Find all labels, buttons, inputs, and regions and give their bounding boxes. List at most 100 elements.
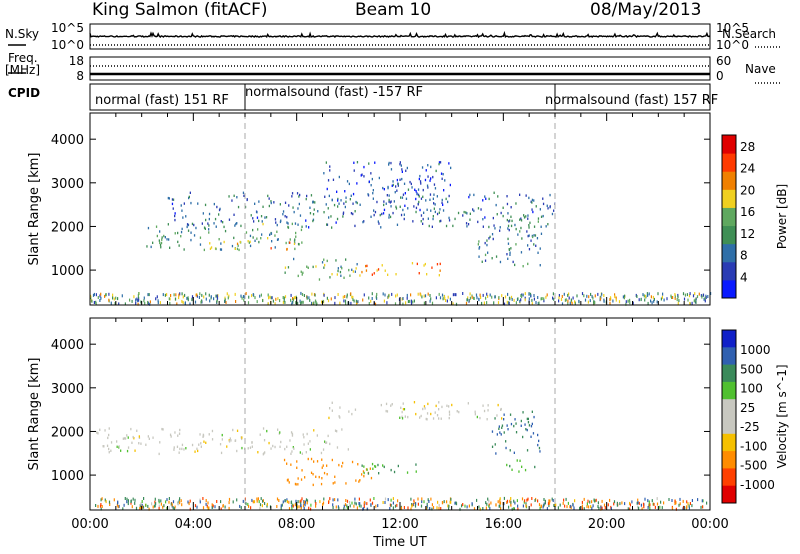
velocity-cell [497, 500, 499, 504]
power-cell [373, 209, 375, 212]
power-cell [426, 184, 429, 187]
power-cell [540, 215, 543, 218]
power-cell [567, 293, 569, 297]
power-cell [284, 271, 286, 274]
power-cell [447, 295, 449, 299]
velocity-cell [222, 504, 224, 508]
velocity-cell [280, 440, 282, 444]
power-cell [276, 223, 278, 227]
velocity-cell [496, 433, 498, 436]
velocity-cell [440, 417, 442, 420]
power-cell [551, 212, 554, 216]
velocity-cell [525, 502, 527, 506]
power-cell [355, 299, 357, 303]
power-cell [467, 296, 469, 300]
velocity-cell [369, 467, 371, 470]
power-cell [427, 186, 429, 189]
power-cell [672, 296, 674, 299]
velocity-cell [656, 497, 658, 501]
power-cell [373, 272, 375, 275]
velocity-cell [521, 497, 524, 501]
power-cell [294, 296, 296, 300]
velocity-cell [491, 430, 494, 433]
power-cell [553, 297, 555, 301]
velocity-cell [517, 504, 519, 508]
power-cell [638, 298, 640, 302]
velocity-cell [126, 434, 128, 437]
power-cell [561, 295, 563, 298]
velocity-cell [228, 497, 231, 501]
power-cell [653, 299, 655, 303]
velocity-cell [194, 504, 197, 508]
power-cell [389, 215, 392, 219]
velocity-cell [334, 429, 337, 432]
power-cell [188, 196, 190, 200]
power-cell [344, 205, 346, 209]
power-cell [386, 301, 388, 305]
power-cell [224, 229, 227, 233]
velocity-cell [429, 507, 431, 510]
velocity-cell [412, 503, 414, 507]
power-cell [309, 298, 311, 302]
velocity-cell [198, 443, 200, 446]
power-cell [435, 296, 437, 300]
velocity-cell [228, 501, 230, 505]
power-cell [238, 248, 240, 252]
velocity-cell [483, 409, 486, 413]
velocity-cell [289, 439, 291, 442]
velocity-cell [643, 505, 645, 509]
velocity-cell [363, 505, 365, 509]
velocity-cell [206, 504, 208, 508]
power-cell [356, 182, 358, 185]
velocity-cell [292, 504, 294, 508]
power-cell [650, 299, 652, 303]
power-cell [492, 237, 494, 241]
velocity-cell [303, 506, 305, 510]
power-cell [129, 298, 131, 302]
power-cell [407, 188, 410, 191]
velocity-cell [616, 503, 618, 507]
power-cell [213, 202, 215, 206]
power-cell [168, 197, 170, 200]
power-cell [425, 169, 427, 172]
velocity-cell [297, 483, 299, 486]
power-cell [343, 202, 345, 205]
power-cell [355, 200, 357, 204]
power-cell [417, 203, 419, 206]
power-cell [327, 207, 329, 210]
power-cell [399, 178, 401, 181]
power-cell [407, 207, 409, 210]
velocity-cell [132, 435, 134, 439]
velocity-cell [259, 506, 261, 510]
power-cell [270, 247, 272, 250]
velocity-cell [522, 504, 524, 508]
power-cell [195, 226, 197, 230]
power-cell [545, 225, 547, 228]
power-cell [558, 299, 560, 303]
power-cell [417, 193, 420, 197]
velocity-cell [258, 500, 260, 504]
velocity-cell [118, 445, 120, 448]
power-cell [469, 218, 471, 221]
power-cell [482, 225, 484, 228]
power-cell [526, 230, 528, 233]
power-cell [448, 219, 451, 222]
velocity-colorbar-tick: -100 [740, 439, 767, 453]
power-cell [629, 298, 631, 302]
power-cell [423, 294, 425, 298]
power-cell [100, 292, 102, 296]
power-cell [233, 213, 235, 216]
velocity-cell [527, 417, 529, 421]
power-cell [247, 301, 250, 305]
power-cell [407, 300, 409, 303]
power-cell [326, 223, 329, 226]
velocity-colorbar-segment [722, 416, 736, 435]
velocity-cell [241, 436, 243, 439]
power-cell [164, 293, 166, 297]
velocity-cell [296, 505, 298, 509]
velocity-cell [581, 507, 584, 511]
power-cell [350, 194, 352, 197]
power-cell [309, 206, 311, 209]
velocity-cell [500, 507, 502, 511]
power-colorbar-segment [722, 225, 736, 245]
